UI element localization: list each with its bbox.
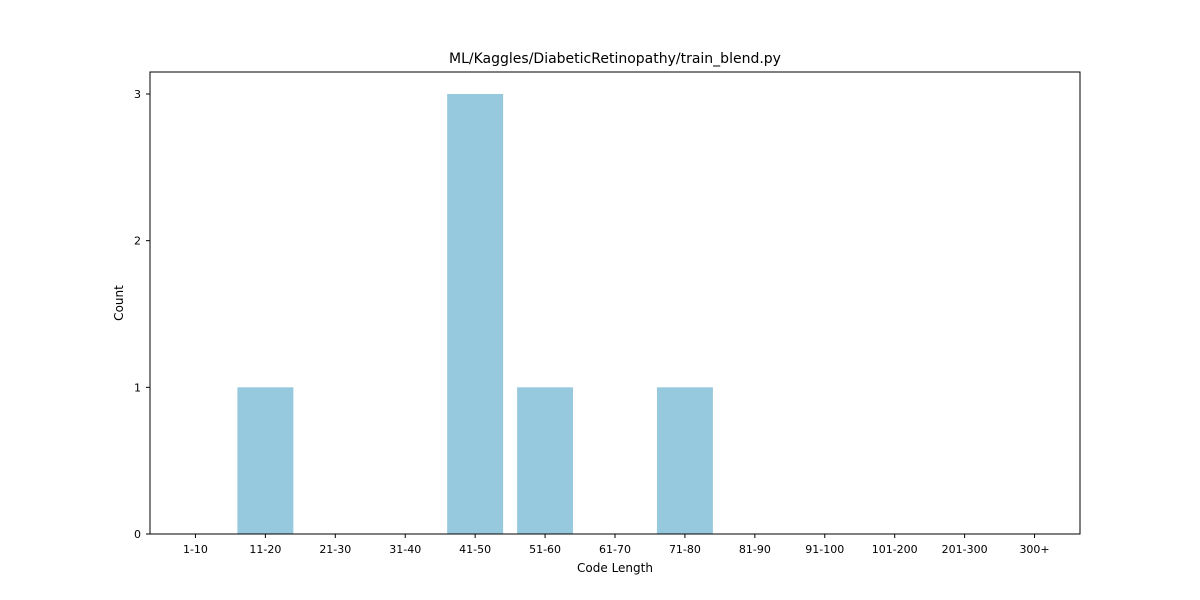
y-axis-ticks: 0 1 2 3 [134,88,150,541]
y-tick-label: 3 [134,88,141,101]
x-tick-label: 71-80 [669,543,701,556]
bar-51-60 [517,387,574,534]
y-axis-label: Count [112,285,126,321]
x-tick-label: 201-300 [942,543,988,556]
x-tick-label: 41-50 [459,543,491,556]
x-tick-label: 61-70 [599,543,631,556]
x-axis-ticks: 1-10 11-20 21-30 31-40 41-50 51-60 61-70 71-80 8… [183,534,1050,556]
bar-71-80 [656,387,713,534]
bar-41-50 [447,94,504,534]
x-tick-label: 1-10 [183,543,208,556]
x-axis-label: Code Length [577,561,653,575]
x-tick-label: 91-100 [805,543,844,556]
y-tick-label: 2 [134,235,141,248]
x-tick-label: 81-90 [739,543,771,556]
y-tick-label: 1 [134,381,141,394]
bars-group [237,94,713,534]
chart-title: ML/Kaggles/DiabeticRetinopathy/train_ble… [449,51,781,67]
y-tick-label: 0 [134,528,141,541]
x-tick-label: 21-30 [319,543,351,556]
x-tick-label: 11-20 [249,543,281,556]
bar-11-20 [237,387,294,534]
x-tick-label: 300+ [1019,543,1049,556]
x-tick-label: 31-40 [389,543,421,556]
x-tick-label: 51-60 [529,543,561,556]
x-tick-label: 101-200 [872,543,918,556]
